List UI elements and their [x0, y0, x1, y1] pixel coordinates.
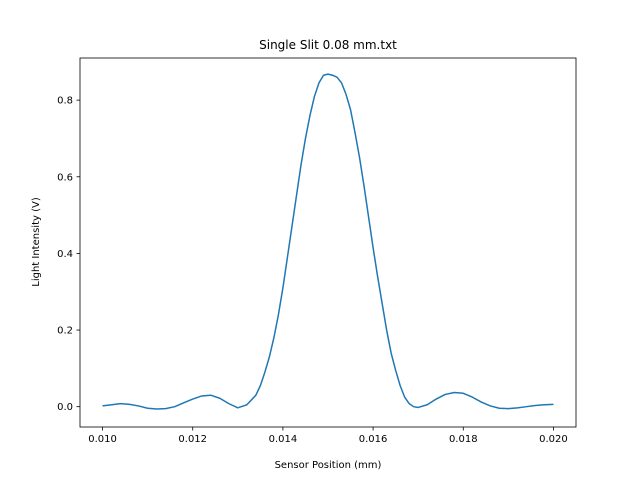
y-tick-label: 0.6: [57, 172, 73, 183]
plot-area: [80, 58, 576, 427]
plot-frame: [79, 57, 577, 428]
y-tick-label: 0.2: [57, 326, 73, 337]
chart-title: Single Slit 0.08 mm.txt: [259, 38, 397, 52]
x-tick-label: 0.020: [539, 434, 568, 445]
y-tick-label: 0.8: [57, 96, 73, 107]
x-axis-label: Sensor Position (mm): [275, 460, 382, 471]
y-tick-label: 0.4: [57, 249, 73, 260]
x-tick-label: 0.010: [88, 434, 117, 445]
intensity-series-line: [102, 73, 554, 410]
x-axis-ticks: 0.010 0.012 0.014 0.016 0.018 0.020: [88, 427, 568, 445]
y-tick-label: 0.0: [57, 402, 73, 413]
y-axis-label: Light Intensity (V): [31, 197, 42, 287]
x-tick-label: 0.016: [359, 434, 388, 445]
x-tick-label: 0.018: [449, 434, 478, 445]
x-tick-label: 0.014: [269, 434, 298, 445]
x-tick-label: 0.012: [178, 434, 207, 445]
y-axis-ticks: 0.0 0.2 0.4 0.6 0.8: [57, 96, 80, 413]
